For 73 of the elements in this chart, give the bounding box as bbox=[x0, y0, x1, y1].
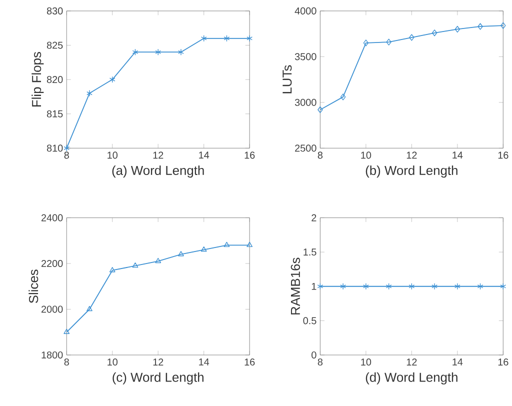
point bbox=[500, 22, 506, 30]
point bbox=[386, 38, 392, 46]
x-tick-label: 8 bbox=[318, 152, 323, 159]
y-tick-label: 830 bbox=[46, 8, 63, 15]
point bbox=[340, 94, 346, 100]
x-tick-label: 14 bbox=[452, 358, 463, 366]
x-tick-label: 14 bbox=[199, 152, 210, 159]
point bbox=[86, 306, 92, 312]
y-axis-title: LUTs bbox=[282, 65, 292, 94]
x-axis-title: (d) Word Length bbox=[366, 372, 458, 385]
point bbox=[200, 246, 207, 252]
point bbox=[409, 34, 414, 41]
x-tick-label: 16 bbox=[498, 358, 508, 366]
point bbox=[109, 267, 116, 272]
point bbox=[178, 48, 184, 56]
point bbox=[432, 30, 438, 36]
y-tick-label: 1 bbox=[312, 283, 316, 290]
x-tick-label: 12 bbox=[153, 358, 164, 366]
point bbox=[318, 106, 323, 114]
x-tick-label: 10 bbox=[108, 152, 118, 159]
x-tick-label: 12 bbox=[153, 152, 164, 159]
y-tick-label: 1.5 bbox=[304, 248, 316, 256]
point bbox=[200, 35, 207, 42]
x-tick-label: 14 bbox=[199, 358, 210, 366]
y-tick-label: 0 bbox=[312, 352, 316, 359]
x-tick-label: 16 bbox=[498, 152, 508, 159]
point bbox=[454, 26, 460, 33]
x-tick-label: 10 bbox=[361, 358, 372, 366]
x-tick-label: 14 bbox=[452, 152, 463, 159]
point bbox=[132, 48, 138, 56]
y-tick-label: 2500 bbox=[295, 144, 316, 152]
point bbox=[109, 76, 116, 84]
x-tick-label: 12 bbox=[406, 152, 417, 159]
point bbox=[246, 242, 253, 248]
x-tick-label: 10 bbox=[361, 152, 372, 159]
x-tick-label: 12 bbox=[406, 358, 417, 366]
point bbox=[478, 23, 483, 30]
x-axis-title: (a) Word Length bbox=[112, 166, 204, 178]
point bbox=[246, 35, 253, 42]
y-tick-label: 2 bbox=[312, 214, 316, 222]
y-tick-label: 2000 bbox=[41, 306, 63, 313]
y-tick-label: 820 bbox=[46, 76, 63, 84]
point bbox=[224, 242, 230, 248]
x-tick-label: 8 bbox=[318, 358, 323, 366]
point bbox=[64, 144, 70, 152]
point bbox=[363, 40, 369, 46]
y-tick-label: 4000 bbox=[294, 8, 316, 15]
y-tick-label: 2200 bbox=[41, 260, 63, 268]
x-axis-title: (b) Word Length bbox=[366, 166, 458, 178]
y-tick-label: 810 bbox=[46, 144, 63, 152]
y-axis-title: RAMB16s bbox=[290, 258, 300, 315]
y-axis-title: Slices bbox=[28, 270, 38, 304]
x-axis-title: (c) Word Length bbox=[112, 372, 204, 385]
y-tick-label: 825 bbox=[46, 42, 63, 49]
point bbox=[155, 258, 162, 264]
point bbox=[155, 48, 162, 56]
y-tick-label: 0.5 bbox=[303, 317, 316, 324]
point bbox=[224, 35, 230, 42]
point bbox=[132, 262, 138, 268]
point bbox=[86, 90, 92, 97]
x-tick-label: 16 bbox=[244, 152, 255, 159]
point bbox=[64, 328, 70, 334]
y-axis-title: Flip Flops bbox=[32, 52, 44, 107]
point bbox=[178, 251, 184, 256]
y-tick-label: 815 bbox=[46, 110, 63, 118]
y-tick-label: 2400 bbox=[41, 214, 63, 222]
x-tick-label: 16 bbox=[244, 358, 255, 366]
y-tick-label: 3500 bbox=[294, 53, 316, 60]
y-tick-label: 1800 bbox=[42, 352, 63, 359]
x-tick-label: 8 bbox=[64, 152, 69, 159]
x-tick-label: 8 bbox=[64, 358, 69, 366]
y-tick-label: 3000 bbox=[294, 99, 316, 106]
x-tick-label: 10 bbox=[108, 358, 118, 366]
